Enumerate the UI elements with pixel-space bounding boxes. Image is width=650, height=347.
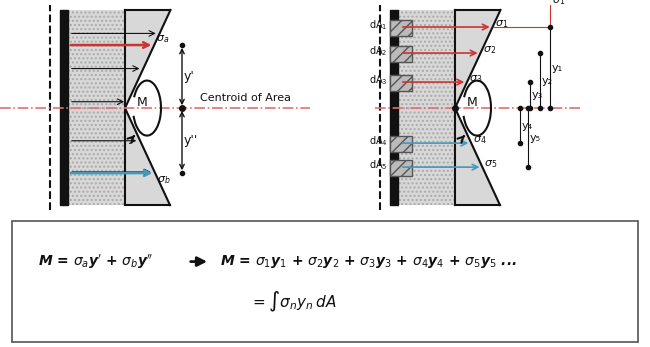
Text: $\sigma_1$: $\sigma_1$: [552, 0, 566, 7]
Text: dA$_2$: dA$_2$: [369, 44, 388, 58]
Text: y': y': [184, 70, 195, 83]
Text: M = $\sigma_1$y$_1$ + $\sigma_2$y$_2$ + $\sigma_3$y$_3$ + $\sigma_4$y$_4$ + $\si: M = $\sigma_1$y$_1$ + $\sigma_2$y$_2$ + …: [220, 253, 517, 270]
Text: $\sigma_b$: $\sigma_b$: [157, 174, 171, 186]
Bar: [390, 10, 398, 205]
Bar: [390, 20, 412, 36]
Text: y₄: y₄: [522, 120, 533, 130]
Text: M = $\sigma_a$y$'$ + $\sigma_b$y$''$: M = $\sigma_a$y$'$ + $\sigma_b$y$''$: [38, 253, 153, 271]
Bar: [60, 10, 68, 205]
Text: $= \int \sigma_n y_n\, dA$: $= \int \sigma_n y_n\, dA$: [250, 289, 337, 314]
Bar: [60, 10, 125, 205]
Bar: [390, 46, 412, 62]
Text: $\sigma_2$: $\sigma_2$: [482, 44, 496, 56]
Text: y₃: y₃: [532, 90, 543, 100]
Polygon shape: [125, 10, 170, 205]
Text: y₂: y₂: [542, 76, 553, 86]
Text: y₅: y₅: [530, 133, 541, 143]
Bar: [390, 160, 412, 176]
Text: Centroid of Area: Centroid of Area: [200, 93, 291, 103]
Bar: [390, 10, 455, 205]
Text: M: M: [467, 96, 478, 109]
Bar: [390, 75, 412, 91]
Text: $\sigma_1$: $\sigma_1$: [495, 18, 508, 30]
Text: dA$_4$: dA$_4$: [369, 134, 388, 148]
Text: $\sigma_4$: $\sigma_4$: [473, 134, 487, 146]
Bar: [390, 136, 412, 152]
Text: dA$_3$: dA$_3$: [369, 73, 388, 87]
Text: $\sigma_5$: $\sigma_5$: [484, 158, 498, 170]
FancyBboxPatch shape: [12, 221, 638, 341]
Text: $\sigma_a$: $\sigma_a$: [156, 33, 170, 45]
Polygon shape: [455, 10, 500, 205]
Text: $\sigma_3$: $\sigma_3$: [469, 73, 482, 85]
Text: y'': y'': [184, 134, 198, 147]
Text: dA$_5$: dA$_5$: [369, 158, 388, 172]
Text: M: M: [137, 96, 148, 109]
Text: dA$_1$: dA$_1$: [369, 18, 388, 32]
Text: y₁: y₁: [552, 62, 563, 73]
